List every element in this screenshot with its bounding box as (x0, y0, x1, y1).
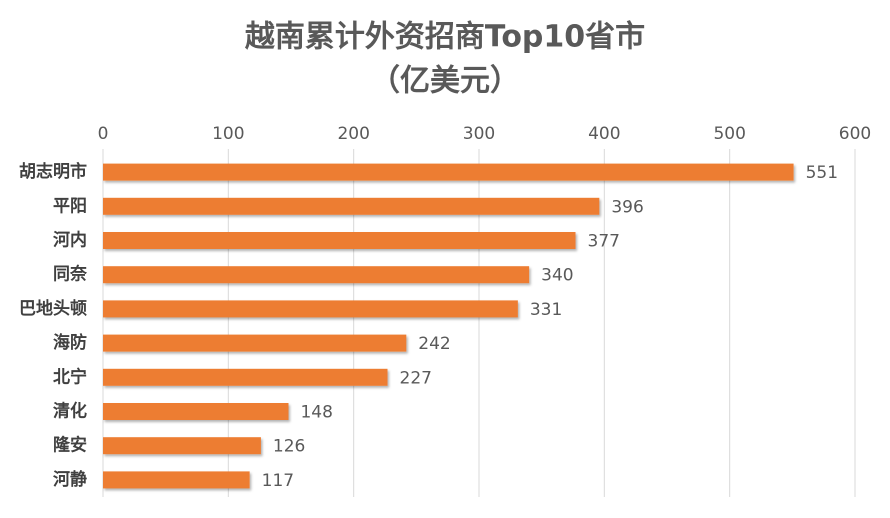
value-label: 227 (400, 368, 432, 388)
y-tick-label: 清化 (53, 401, 87, 422)
x-tick-label: 100 (212, 124, 244, 144)
y-tick-label: 海防 (53, 332, 87, 353)
bar (103, 300, 518, 318)
bar (103, 437, 261, 455)
bar (103, 471, 250, 489)
value-label: 242 (418, 334, 450, 354)
value-label: 340 (541, 266, 573, 286)
value-label: 396 (611, 197, 643, 217)
x-tick-label: 0 (98, 124, 109, 144)
bar (103, 163, 794, 181)
bar (103, 334, 407, 352)
bar (103, 368, 388, 386)
y-tick-label: 同奈 (53, 264, 88, 285)
bar (103, 232, 576, 249)
y-tick-label: 隆安 (53, 435, 87, 456)
value-label: 331 (530, 300, 562, 320)
y-tick-label: 河静 (53, 469, 87, 490)
bar (103, 266, 530, 284)
value-label: 148 (300, 403, 332, 423)
value-label: 551 (806, 163, 838, 183)
value-label: 126 (273, 437, 305, 457)
y-tick-label: 平阳 (53, 196, 87, 216)
x-tick-label: 500 (713, 124, 745, 144)
y-tick-label: 河内 (53, 230, 87, 251)
x-tick-label: 600 (839, 124, 871, 144)
x-tick-label: 300 (463, 124, 495, 144)
value-label: 377 (588, 232, 620, 252)
x-tick-label: 400 (588, 124, 620, 144)
chart-title: 越南累计外资招商Top10省市 (245, 20, 645, 55)
y-tick-label: 胡志明市 (19, 161, 87, 182)
y-tick-label: 巴地头顿 (19, 298, 87, 319)
bar (103, 403, 289, 420)
bar (103, 197, 600, 215)
x-tick-label: 200 (337, 124, 369, 144)
chart-subtitle: （亿美元） (370, 64, 520, 99)
y-tick-label: 北宁 (53, 366, 87, 387)
value-label: 117 (262, 471, 294, 491)
